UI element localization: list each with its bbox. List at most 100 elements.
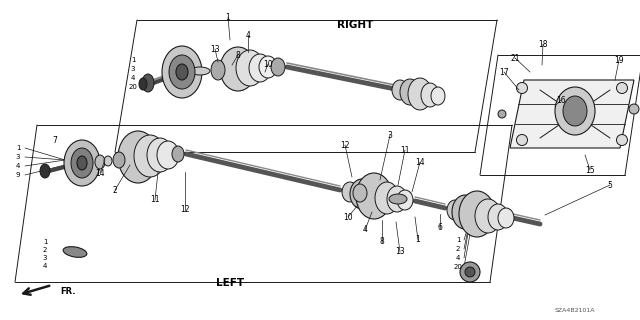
- Text: 6: 6: [438, 223, 442, 233]
- Ellipse shape: [236, 50, 264, 86]
- Text: 14: 14: [415, 157, 425, 166]
- Text: FR.: FR.: [60, 287, 76, 297]
- Ellipse shape: [431, 87, 445, 105]
- Ellipse shape: [172, 146, 184, 162]
- Polygon shape: [510, 80, 634, 148]
- Text: 11: 11: [150, 196, 160, 204]
- Text: 4: 4: [246, 30, 250, 39]
- Ellipse shape: [77, 156, 87, 170]
- Ellipse shape: [400, 79, 420, 105]
- Ellipse shape: [190, 67, 210, 75]
- Ellipse shape: [375, 182, 399, 214]
- Ellipse shape: [169, 55, 195, 89]
- Ellipse shape: [563, 96, 587, 126]
- Text: 20: 20: [129, 84, 138, 90]
- Text: 10: 10: [343, 212, 353, 221]
- Text: 17: 17: [499, 68, 509, 76]
- Ellipse shape: [452, 195, 478, 229]
- Ellipse shape: [211, 60, 225, 80]
- Text: 1: 1: [131, 57, 135, 63]
- Ellipse shape: [387, 186, 407, 212]
- Text: 5: 5: [607, 180, 612, 189]
- Text: 3: 3: [388, 131, 392, 140]
- Text: 18: 18: [538, 39, 548, 49]
- Ellipse shape: [139, 78, 147, 90]
- Text: 2: 2: [456, 246, 460, 252]
- Ellipse shape: [64, 140, 100, 186]
- Text: 1: 1: [16, 145, 20, 151]
- Ellipse shape: [95, 155, 105, 169]
- Ellipse shape: [447, 200, 463, 220]
- Ellipse shape: [142, 74, 154, 92]
- Text: RIGHT: RIGHT: [337, 20, 373, 30]
- Text: 1: 1: [226, 12, 230, 21]
- Text: 4: 4: [363, 226, 367, 235]
- Text: 14: 14: [95, 169, 105, 178]
- Ellipse shape: [392, 80, 408, 100]
- Ellipse shape: [459, 191, 495, 237]
- Ellipse shape: [397, 190, 413, 210]
- Ellipse shape: [249, 54, 271, 82]
- Ellipse shape: [408, 78, 432, 110]
- Ellipse shape: [157, 141, 179, 169]
- Ellipse shape: [498, 208, 514, 228]
- Text: 13: 13: [210, 44, 220, 53]
- Circle shape: [465, 267, 475, 277]
- Text: 1: 1: [415, 236, 420, 244]
- Text: 11: 11: [400, 146, 410, 155]
- Text: 8: 8: [236, 51, 241, 60]
- Text: 19: 19: [614, 55, 624, 65]
- Ellipse shape: [63, 247, 87, 257]
- Ellipse shape: [176, 64, 188, 80]
- Ellipse shape: [113, 152, 125, 168]
- Text: 1: 1: [456, 237, 460, 243]
- Ellipse shape: [71, 148, 93, 178]
- Text: 10: 10: [263, 60, 273, 68]
- Text: 8: 8: [380, 237, 385, 246]
- Text: 2: 2: [43, 247, 47, 253]
- Ellipse shape: [475, 199, 501, 233]
- Ellipse shape: [488, 204, 508, 230]
- Text: SZA4B2101A: SZA4B2101A: [555, 308, 595, 313]
- Circle shape: [616, 134, 627, 146]
- Ellipse shape: [104, 156, 112, 166]
- Text: 7: 7: [52, 135, 58, 145]
- Text: 15: 15: [585, 165, 595, 174]
- Text: 9: 9: [16, 172, 20, 178]
- Ellipse shape: [220, 47, 256, 91]
- Ellipse shape: [350, 179, 374, 209]
- Text: 4: 4: [16, 163, 20, 169]
- Text: 12: 12: [180, 205, 189, 214]
- Text: 12: 12: [340, 140, 349, 149]
- Circle shape: [616, 83, 627, 93]
- Ellipse shape: [40, 164, 50, 178]
- Text: 4: 4: [456, 255, 460, 261]
- Text: 1: 1: [43, 239, 47, 245]
- Text: 2: 2: [113, 186, 117, 195]
- Ellipse shape: [389, 194, 407, 204]
- Text: LEFT: LEFT: [216, 278, 244, 288]
- Circle shape: [516, 83, 527, 93]
- Text: 16: 16: [556, 95, 566, 105]
- Circle shape: [516, 134, 527, 146]
- Text: 4: 4: [43, 263, 47, 269]
- Circle shape: [460, 262, 480, 282]
- Text: 13: 13: [395, 247, 405, 257]
- Ellipse shape: [147, 138, 173, 172]
- Ellipse shape: [356, 173, 392, 219]
- Ellipse shape: [353, 184, 367, 202]
- Text: 21: 21: [510, 53, 520, 62]
- Ellipse shape: [134, 135, 166, 177]
- Ellipse shape: [555, 87, 595, 135]
- Text: 3: 3: [16, 154, 20, 160]
- Text: 4: 4: [131, 75, 135, 81]
- Ellipse shape: [118, 131, 158, 183]
- Ellipse shape: [342, 182, 358, 202]
- Ellipse shape: [271, 58, 285, 76]
- Ellipse shape: [259, 56, 277, 78]
- Text: 3: 3: [43, 255, 47, 261]
- Circle shape: [629, 104, 639, 114]
- Text: 20: 20: [454, 264, 463, 270]
- Ellipse shape: [162, 46, 202, 98]
- Circle shape: [498, 110, 506, 118]
